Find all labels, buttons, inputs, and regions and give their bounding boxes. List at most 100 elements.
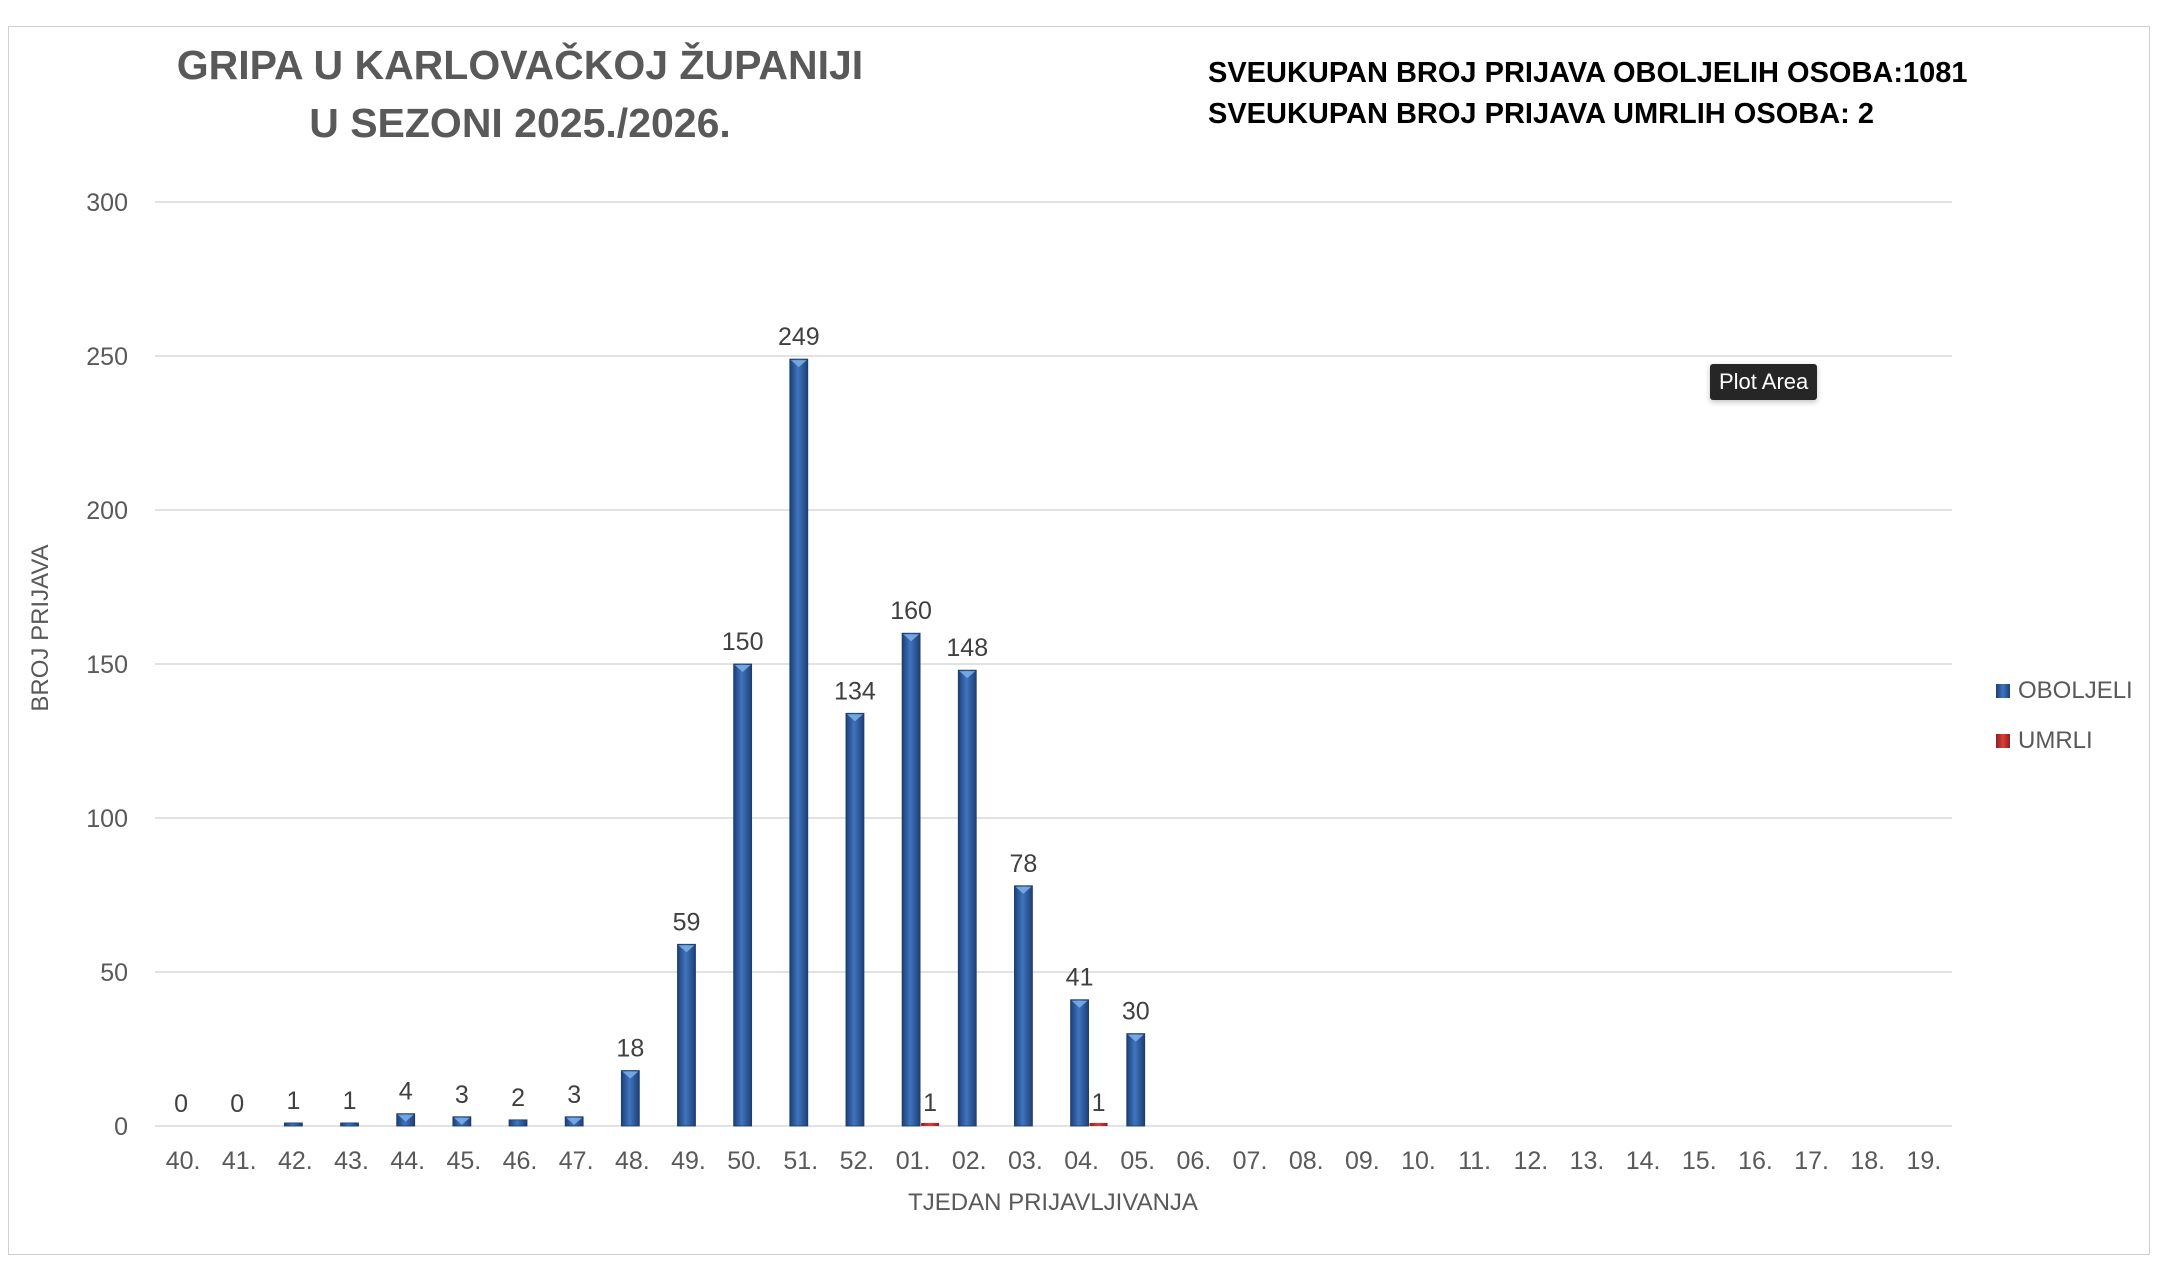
data-label-umrli: 1 [923,1089,937,1117]
data-label-oboljeli: 59 [673,908,701,936]
x-tick-label: 06. [1177,1147,1212,1175]
bar-oboljeli [733,663,753,1127]
bar-oboljeli-bevel [622,1071,639,1079]
bar-oboljeli [620,1070,640,1127]
totals-box: SVEUKUPAN BROJ PRIJAVA OBOLJELIH OSOBA:1… [1208,53,1968,135]
bar-oboljeli [508,1119,528,1127]
bar-oboljeli-bevel [790,360,807,368]
x-tick-label: 07. [1233,1147,1268,1175]
x-tick-label: 14. [1626,1147,1661,1175]
y-tick-label: 0 [114,1113,128,1141]
bar-oboljeli-bevel [1071,1000,1088,1008]
bar-oboljeli [845,712,865,1127]
y-tick-label: 300 [86,189,128,217]
x-tick-label: 10. [1401,1147,1436,1175]
x-tick-label: 52. [840,1147,875,1175]
total-umrli-text: SVEUKUPAN BROJ PRIJAVA UMRLIH OSOBA: 2 [1208,98,1874,130]
bar-umrli [921,1122,940,1126]
data-label-oboljeli: 249 [778,323,820,351]
bar-oboljeli [340,1122,359,1127]
data-label-oboljeli: 18 [616,1035,644,1063]
bar-oboljeli-bevel [1127,1034,1144,1042]
x-tick-label: 17. [1794,1147,1829,1175]
bar-oboljeli-bevel [903,634,920,642]
x-tick-label: 08. [1289,1147,1324,1175]
y-tick-label: 150 [86,651,128,679]
x-axis-title: TJEDAN PRIJAVLJIVANJA [908,1189,1198,1216]
bar-oboljeli [1014,885,1033,1127]
legend[interactable]: OBOLJELI UMRLI [1996,666,2133,766]
bar-oboljeli [901,632,921,1127]
x-tick-label: 45. [446,1147,481,1175]
data-label-oboljeli: 134 [834,677,876,705]
bar-oboljeli-bevel [1015,886,1032,894]
data-label-oboljeli: 1 [286,1087,300,1115]
chart-title: GRIPA U KARLOVAČKOJ ŽUPANIJI U SEZONI 20… [150,36,890,152]
data-label-oboljeli: 4 [399,1078,413,1106]
data-label-umrli: 1 [1092,1089,1106,1117]
y-axis-title: BROJ PRIJAVA [27,544,54,711]
legend-swatch-oboljeli [1996,684,2010,698]
data-label-oboljeli: 3 [455,1081,469,1109]
data-label-oboljeli: 160 [890,597,932,625]
y-tick-label: 100 [86,805,128,833]
x-tick-label: 15. [1682,1147,1717,1175]
x-tick-label: 50. [727,1147,762,1175]
bar-oboljeli-bevel [959,671,976,679]
x-tick-label: 16. [1738,1147,1773,1175]
data-label-oboljeli: 1 [343,1087,357,1115]
bar-oboljeli [1070,999,1089,1127]
data-label-oboljeli: 78 [1010,850,1038,878]
bar-oboljeli-bevel [453,1117,470,1125]
x-tick-label: 40. [166,1147,201,1175]
bar-oboljeli-bevel [846,714,863,722]
legend-label-umrli: UMRLI [2018,727,2093,754]
chart-frame [8,26,2150,1255]
bar-oboljeli-bevel [678,945,695,953]
x-tick-label: 12. [1513,1147,1548,1175]
y-tick-label: 250 [86,343,128,371]
x-tick-label: 05. [1120,1147,1155,1175]
legend-item-oboljeli[interactable]: OBOLJELI [1996,666,2133,716]
bar-oboljeli-bevel [734,665,751,672]
legend-swatch-umrli [1996,734,2010,748]
x-axis-ticks: 40. 41. 42. 43. 44. 45. 46. 47. 48. 49. 50. 51. 52. 0… [166,1147,1942,1175]
x-tick-label: 47. [559,1147,594,1175]
bar-oboljeli [677,943,696,1127]
bar-oboljeli-bevel [397,1114,414,1122]
data-label-oboljeli: 150 [722,628,764,656]
chart-title-line-2: U SEZONI 2025./2026. [309,100,731,146]
data-label-oboljeli: 41 [1066,964,1094,992]
x-tick-label: 09. [1345,1147,1380,1175]
data-label-oboljeli: 30 [1122,998,1150,1026]
gridlines [155,201,1952,1127]
total-oboljeli-text: SVEUKUPAN BROJ PRIJAVA OBOLJELIH OSOBA:1… [1208,57,1968,89]
y-tick-label: 50 [100,959,128,987]
bars [283,358,1146,1127]
x-tick-label: 48. [615,1147,650,1175]
x-tick-label: 11. [1458,1147,1491,1175]
x-tick-label: 03. [1008,1147,1043,1175]
legend-label-oboljeli: OBOLJELI [2018,677,2133,704]
x-tick-label: 41. [222,1147,257,1175]
data-label-oboljeli: 0 [230,1090,244,1118]
x-tick-label: 46. [503,1147,538,1175]
x-tick-label: 13. [1570,1147,1605,1175]
bar-oboljeli [1126,1033,1146,1127]
bar-umrli [1089,1122,1108,1126]
data-label-oboljeli: 2 [511,1084,525,1112]
bar-oboljeli [957,669,977,1127]
y-tick-label: 200 [86,497,128,525]
data-label-oboljeli: 0 [174,1090,188,1118]
legend-item-umrli[interactable]: UMRLI [1996,716,2133,766]
y-axis-ticks: 0 50 100 150 200 250 300 [86,189,128,1141]
data-labels: 0 0 1 1 4 3 2 3 18 59 150 249 134 160 148 78 41 30 1 1 [174,323,1150,1118]
x-tick-label: 01. [896,1147,931,1175]
x-tick-label: 19. [1907,1147,1942,1175]
bar-oboljeli [283,1122,303,1127]
bar-oboljeli [789,358,809,1127]
x-tick-label: 04. [1064,1147,1099,1175]
x-tick-label: 43. [334,1147,369,1175]
data-label-oboljeli: 148 [946,634,988,662]
